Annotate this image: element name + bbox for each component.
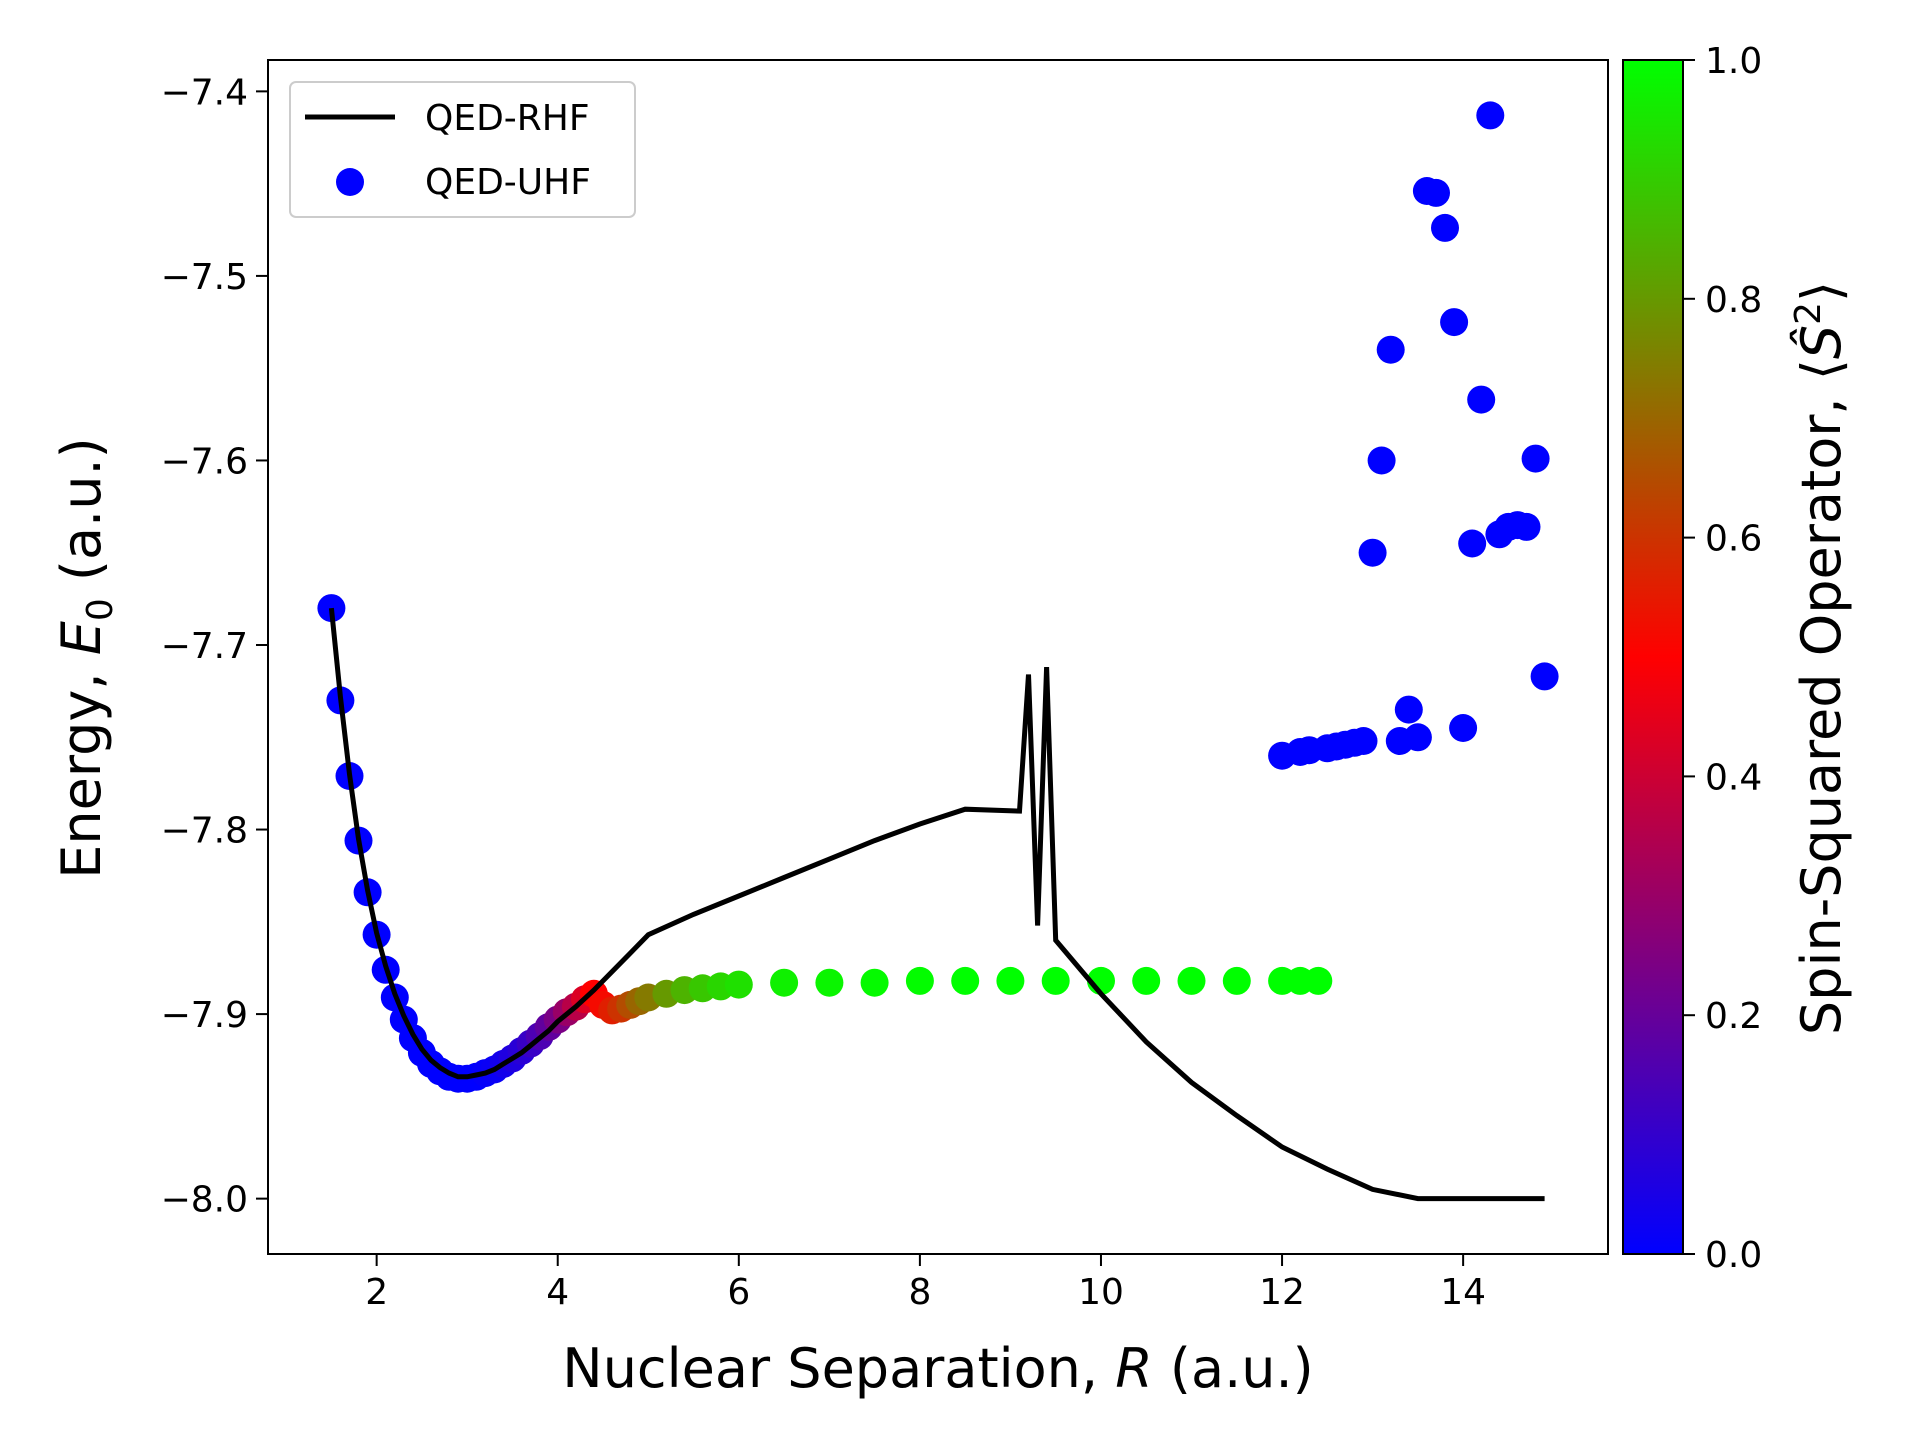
uhf-point bbox=[1467, 385, 1496, 414]
x-tick-label: 4 bbox=[546, 1272, 569, 1313]
uhf-point bbox=[1403, 723, 1432, 752]
uhf-point bbox=[1177, 966, 1206, 995]
uhf-point bbox=[905, 966, 934, 995]
uhf-point bbox=[1530, 662, 1559, 691]
colorbar-title-text: Spin-Squared Operator, ⟨ bbox=[1790, 359, 1853, 1035]
x-axis-title-symbol: R bbox=[1115, 1337, 1153, 1400]
uhf-point bbox=[1440, 308, 1469, 337]
y-axis-title-symbol: E bbox=[50, 620, 113, 655]
y-tick-label: −7.5 bbox=[161, 257, 248, 298]
colorbar-title-symbol: Ŝ bbox=[1790, 325, 1853, 359]
colorbar-title-suffix: ⟩ bbox=[1790, 281, 1853, 302]
colorbar bbox=[1622, 59, 1684, 1255]
rhf-curve bbox=[328, 607, 1545, 1202]
colorbar-tick-label: 0.8 bbox=[1705, 280, 1762, 321]
colorbar-tick-label: 0.0 bbox=[1705, 1235, 1762, 1276]
x-tick-label: 8 bbox=[908, 1272, 931, 1313]
uhf-point bbox=[1422, 178, 1450, 207]
uhf-point bbox=[815, 968, 844, 997]
colorbar-title-superscript: 2 bbox=[1788, 302, 1829, 325]
uhf-point bbox=[1431, 213, 1459, 242]
colorbar-tick-label: 1.0 bbox=[1705, 41, 1762, 82]
x-tick-label: 12 bbox=[1259, 1272, 1305, 1313]
uhf-point bbox=[1458, 529, 1487, 558]
uhf-point bbox=[1304, 966, 1333, 995]
uhf-point bbox=[996, 966, 1025, 995]
y-tick-label: −7.8 bbox=[161, 811, 248, 852]
uhf-point bbox=[1521, 444, 1550, 473]
uhf-point bbox=[1394, 695, 1423, 724]
y-tick-label: −7.7 bbox=[161, 626, 248, 667]
legend-uhf-dot-swatch bbox=[336, 168, 364, 196]
uhf-point bbox=[1376, 335, 1405, 364]
y-tick-label: −7.4 bbox=[161, 72, 248, 113]
y-axis-title-subscript: 0 bbox=[80, 598, 121, 621]
legend: QED-RHF QED-UHF bbox=[289, 81, 636, 218]
uhf-point bbox=[1367, 446, 1396, 475]
colorbar-tick-label: 0.6 bbox=[1705, 519, 1762, 560]
colorbar-tick-label: 0.2 bbox=[1705, 996, 1762, 1037]
uhf-point bbox=[860, 968, 889, 997]
uhf-point bbox=[1476, 101, 1505, 130]
uhf-point bbox=[724, 970, 753, 999]
colorbar-tick-label: 0.4 bbox=[1705, 757, 1762, 798]
qed-rhf-series bbox=[328, 607, 1545, 1202]
y-tick-label: −8.0 bbox=[161, 1180, 248, 1221]
plot-frame bbox=[267, 59, 1609, 1255]
uhf-point bbox=[1222, 966, 1251, 995]
uhf-point bbox=[1449, 714, 1478, 742]
y-axis-ticks: −8.0 −7.9 −7.8 −7.7 −7.6 −7.5 −7.4 bbox=[161, 72, 268, 1221]
legend-rhf-label: QED-RHF bbox=[425, 98, 590, 139]
plot-background bbox=[268, 60, 1608, 1254]
x-tick-label: 2 bbox=[365, 1272, 388, 1313]
uhf-point bbox=[951, 966, 980, 995]
x-axis-ticks: 2 4 6 8 10 12 14 bbox=[365, 1254, 1486, 1313]
x-tick-label: 10 bbox=[1078, 1272, 1124, 1313]
uhf-point bbox=[1041, 966, 1070, 995]
uhf-point bbox=[770, 968, 799, 997]
y-axis-title: Energy, E0 (a.u.) bbox=[50, 437, 121, 878]
y-tick-label: −7.6 bbox=[161, 441, 248, 482]
y-tick-label: −7.9 bbox=[161, 995, 248, 1036]
uhf-point bbox=[1132, 966, 1161, 995]
legend-uhf-label: QED-UHF bbox=[425, 162, 591, 203]
uhf-point bbox=[1358, 538, 1387, 567]
x-axis-title-text: Nuclear Separation, bbox=[562, 1337, 1115, 1400]
uhf-point bbox=[1512, 512, 1541, 541]
x-axis-title: Nuclear Separation, R (a.u.) bbox=[562, 1337, 1313, 1400]
x-tick-label: 14 bbox=[1440, 1272, 1486, 1313]
x-tick-label: 6 bbox=[727, 1272, 750, 1313]
x-axis-title-unit: (a.u.) bbox=[1153, 1337, 1314, 1400]
uhf-point bbox=[1349, 727, 1378, 755]
y-axis-title-unit: (a.u.) bbox=[50, 437, 113, 598]
colorbar-title: Spin-Squared Operator, ⟨Ŝ2⟩ bbox=[1788, 281, 1853, 1035]
colorbar-ticks: 0.0 0.2 0.4 0.6 0.8 1.0 bbox=[1683, 41, 1762, 1276]
y-axis-title-text: Energy, bbox=[50, 655, 113, 878]
